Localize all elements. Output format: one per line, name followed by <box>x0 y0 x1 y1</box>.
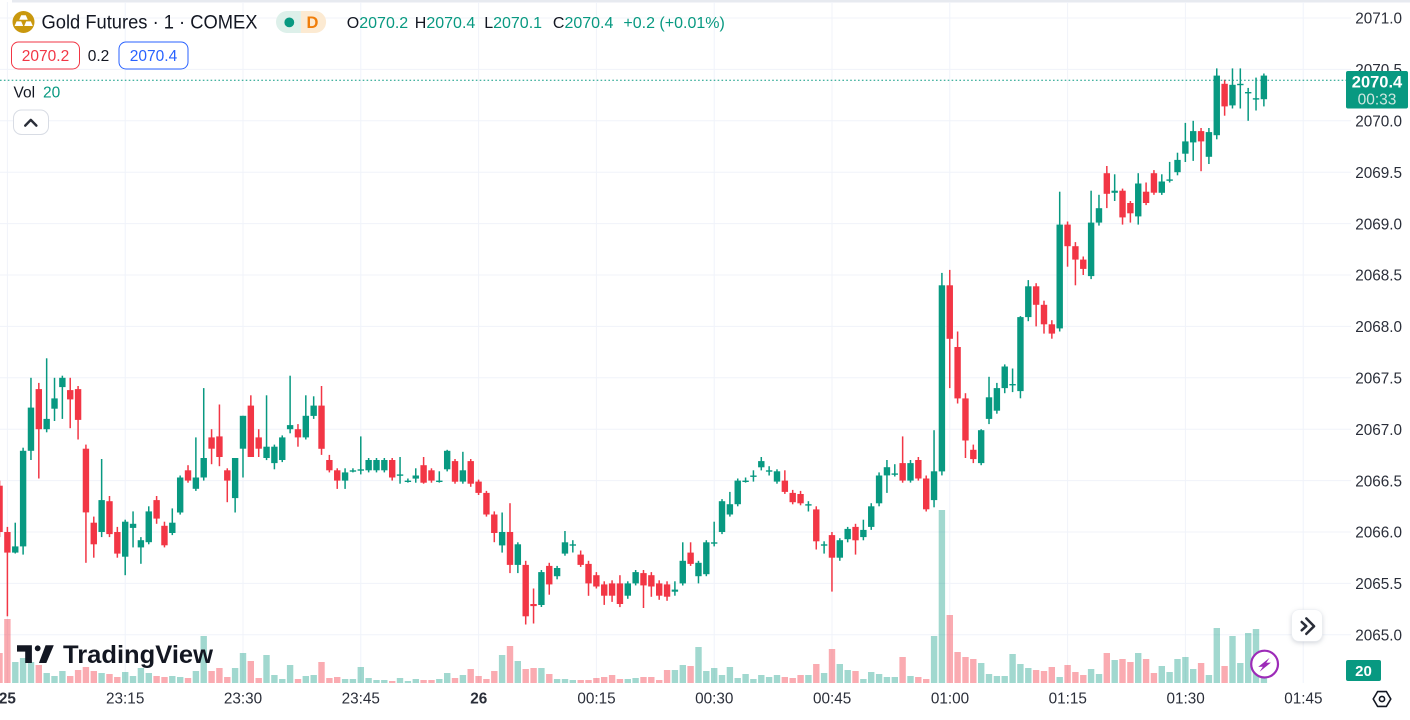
svg-text:D: D <box>307 14 319 32</box>
svg-text:2065.5: 2065.5 <box>1355 576 1402 593</box>
svg-text:23:30: 23:30 <box>224 691 262 708</box>
svg-text:2069.0: 2069.0 <box>1355 216 1402 233</box>
svg-text:2070.0: 2070.0 <box>1355 114 1402 131</box>
svg-text:Vol: Vol <box>14 85 36 102</box>
svg-text:01:15: 01:15 <box>1049 691 1087 708</box>
svg-text:01:30: 01:30 <box>1166 691 1204 708</box>
svg-text:01:00: 01:00 <box>931 691 969 708</box>
svg-text:00:30: 00:30 <box>695 691 733 708</box>
svg-text:2066.5: 2066.5 <box>1355 473 1402 490</box>
svg-text:23:45: 23:45 <box>342 691 380 708</box>
svg-text:23:15: 23:15 <box>106 691 144 708</box>
svg-text:Gold Futures · 1 · COMEX: Gold Futures · 1 · COMEX <box>42 13 258 34</box>
svg-text:20: 20 <box>43 85 61 102</box>
svg-text:2065.0: 2065.0 <box>1355 628 1402 645</box>
svg-text:2071.0: 2071.0 <box>1355 11 1402 28</box>
svg-text:25: 25 <box>0 691 16 708</box>
svg-text:20: 20 <box>1355 663 1372 680</box>
svg-text:TradingView: TradingView <box>63 641 214 669</box>
svg-text:2070.4: 2070.4 <box>130 48 178 65</box>
svg-text:00:15: 00:15 <box>577 691 615 708</box>
svg-text:2067.0: 2067.0 <box>1355 422 1402 439</box>
svg-text:0.2: 0.2 <box>88 48 110 65</box>
svg-text:01:45: 01:45 <box>1284 691 1322 708</box>
svg-text:2069.5: 2069.5 <box>1355 165 1402 182</box>
svg-text:2070.4: 2070.4 <box>1352 73 1403 91</box>
svg-text:2070.2: 2070.2 <box>22 48 69 65</box>
svg-text:2066.0: 2066.0 <box>1355 525 1402 542</box>
svg-text:00:45: 00:45 <box>813 691 851 708</box>
svg-text:00:33: 00:33 <box>1358 91 1397 108</box>
svg-text:26: 26 <box>470 691 487 708</box>
svg-text:2068.0: 2068.0 <box>1355 319 1402 336</box>
svg-text:2067.5: 2067.5 <box>1355 371 1402 388</box>
svg-text:2068.5: 2068.5 <box>1355 268 1402 285</box>
